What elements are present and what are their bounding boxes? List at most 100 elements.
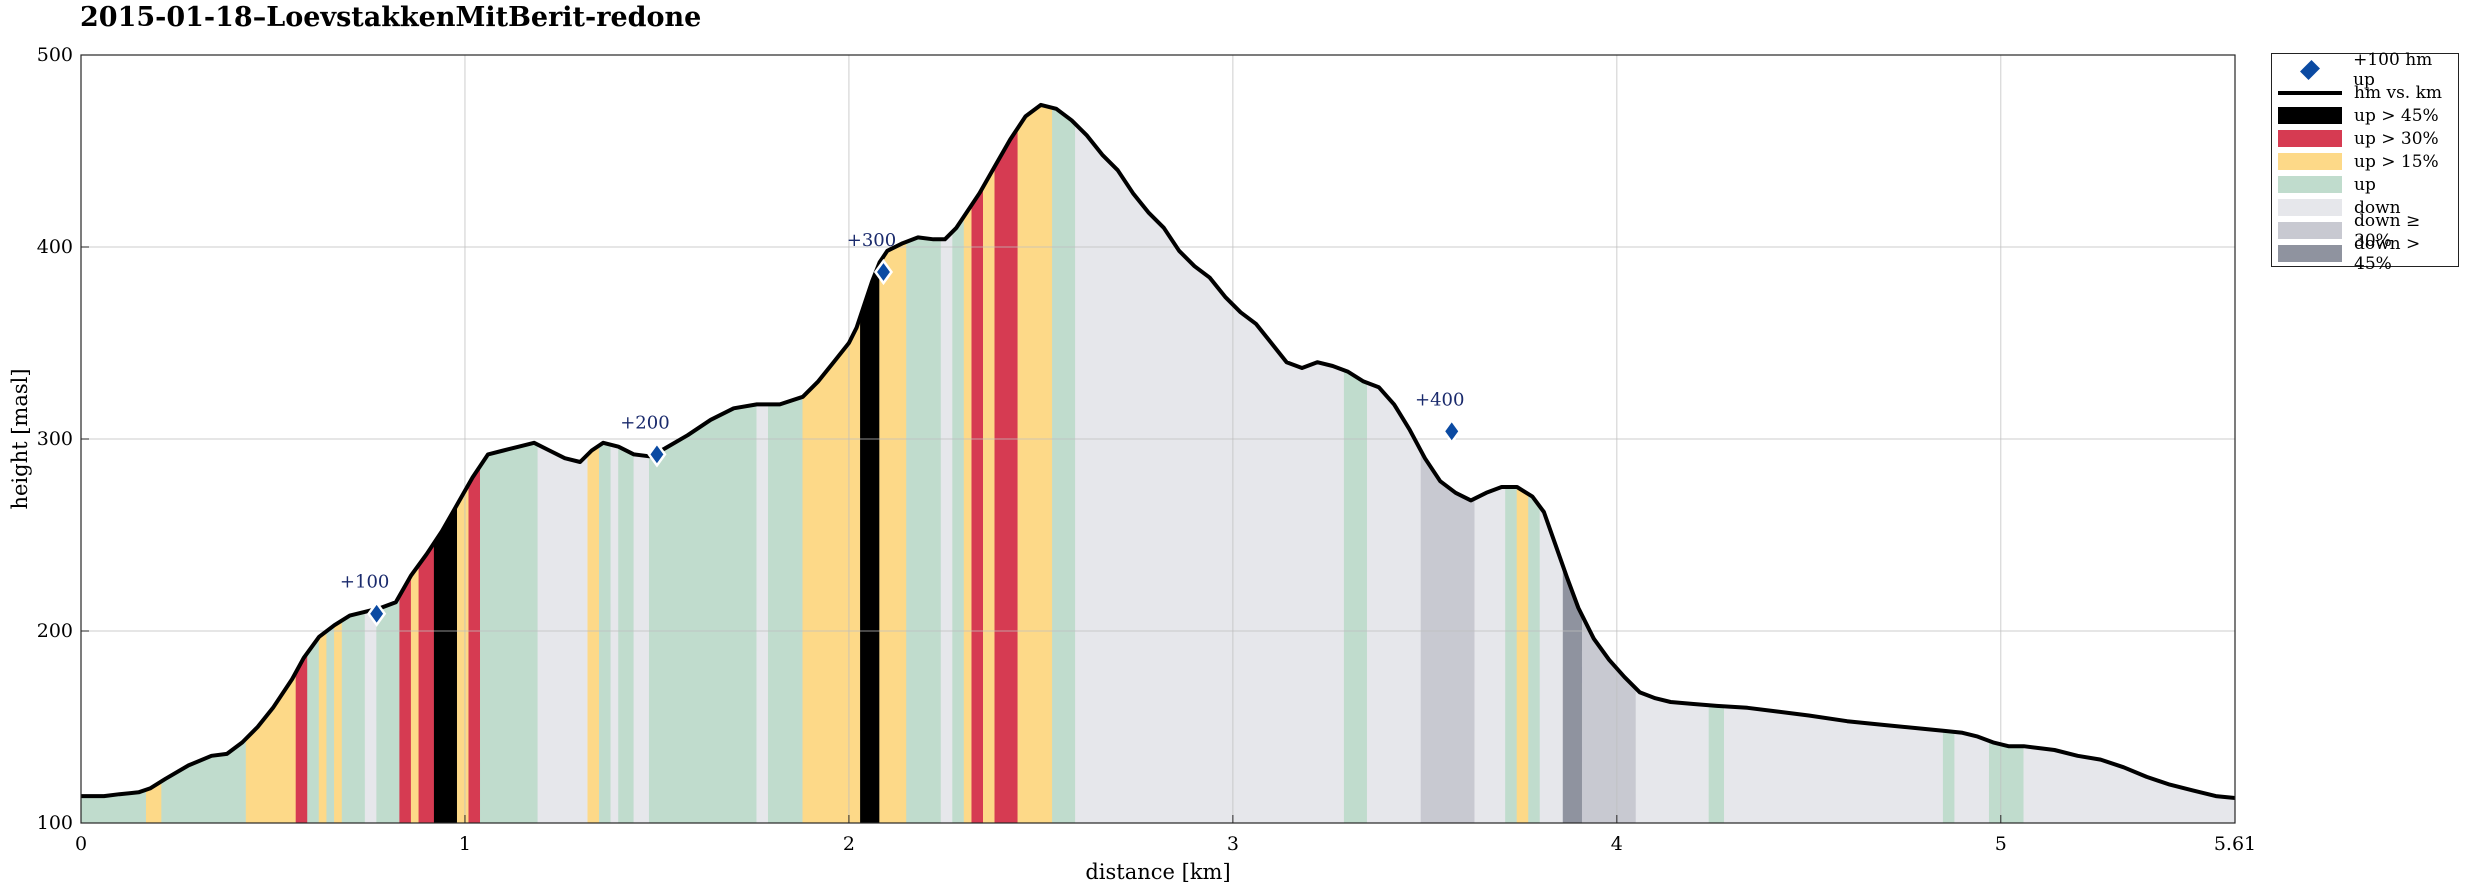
x-tick-label-0: 0 xyxy=(75,833,87,855)
legend-item-6: down xyxy=(2272,196,2458,219)
segment-down-56 xyxy=(1954,731,1990,824)
segment-up-46 xyxy=(1505,486,1518,824)
legend-symbol-4 xyxy=(2278,152,2342,172)
legend-label-8: down > 45% xyxy=(2354,233,2421,274)
segment-steep15-14 xyxy=(410,563,420,824)
segment-steep15-39 xyxy=(1017,104,1053,824)
segment-up-19 xyxy=(479,442,539,824)
x-tick-label-1: 1 xyxy=(459,833,471,855)
segment-down-25 xyxy=(633,454,650,824)
marker-1 xyxy=(647,441,667,468)
segment-steep30-13 xyxy=(399,574,412,824)
chart-title: 2015-01-18–LoevstakkenMitBerit-redone xyxy=(80,2,702,33)
legend-symbol-5 xyxy=(2278,175,2342,195)
segment-up-6 xyxy=(307,635,320,824)
segment-steep15-29 xyxy=(802,316,861,824)
segment-up-28 xyxy=(767,396,804,824)
marker-label-3: +400 xyxy=(1415,389,1464,410)
legend-item-4: up > 15% xyxy=(2272,150,2458,173)
segment-steep15-7 xyxy=(318,630,328,824)
legend-item-3: up > 30% xyxy=(2272,127,2458,150)
segment-up-26 xyxy=(648,404,758,824)
segment-down-33 xyxy=(940,230,953,824)
segment-steep30-38 xyxy=(994,127,1019,824)
y-tick-label-4: 500 xyxy=(37,44,73,66)
legend-symbol-1 xyxy=(2278,83,2342,103)
segment-steep15-21 xyxy=(587,444,600,824)
segment-up-8 xyxy=(326,624,335,824)
segment-steep30-15 xyxy=(418,541,435,824)
segment-up-22 xyxy=(598,442,612,824)
legend-item-2: up > 45% xyxy=(2272,104,2458,127)
segment-steep45-30 xyxy=(860,262,880,824)
legend-label-4: up > 15% xyxy=(2354,151,2439,172)
y-tick-label-1: 200 xyxy=(37,620,73,642)
legend-label-1: hm vs. km xyxy=(2354,82,2443,103)
x-axis-label: distance [km] xyxy=(1085,860,1230,884)
grid-lines xyxy=(81,55,2235,823)
markers: +100 +200 +300 +400 xyxy=(340,230,1464,627)
marker-2 xyxy=(873,258,894,286)
segment-up-48 xyxy=(1528,493,1541,824)
segment-steep30-5 xyxy=(295,651,308,824)
segment-up-0 xyxy=(80,795,105,824)
segment-steep30-36 xyxy=(971,185,984,824)
y-axis-label: height [masl] xyxy=(8,368,32,509)
profile-line xyxy=(81,102,2236,800)
segment-up-53 xyxy=(1708,704,1725,824)
segment-up-12 xyxy=(376,594,401,824)
legend-label-5: up xyxy=(2354,174,2376,195)
x-tick-label-5: 5 xyxy=(1995,833,2007,855)
segment-steep15-17 xyxy=(456,482,470,824)
segment-steep15-35 xyxy=(963,203,973,824)
legend-symbol-2 xyxy=(2278,106,2342,126)
segment-steep15-9 xyxy=(334,619,343,824)
legend: +100 hm up hm vs. km up > 45% up > 30% up > … xyxy=(2271,50,2459,274)
x-ticks: 0 1 2 3 4 5 5.61 xyxy=(75,815,2256,855)
legend-label-7: down ≥ 30% xyxy=(2354,210,2421,251)
legend-item-8: down > 45% xyxy=(2272,234,2458,274)
segment-down-45 xyxy=(1474,486,1506,824)
marker-0 xyxy=(367,600,387,627)
marker-label-2: +300 xyxy=(847,230,896,251)
segment-steep45-16 xyxy=(433,503,458,824)
legend-symbol-7 xyxy=(2278,221,2342,241)
segment-steep15-31 xyxy=(879,241,907,824)
segment-up-40 xyxy=(1052,107,1076,824)
legend-symbol-3 xyxy=(2278,129,2342,149)
segment-up-32 xyxy=(906,237,942,824)
segment-steep15-47 xyxy=(1516,486,1529,824)
segment-up-55 xyxy=(1942,730,1956,824)
legend-symbol-8 xyxy=(2278,244,2342,264)
legend-label-0: +100 hm up xyxy=(2353,49,2433,90)
x-tick-label-6: 5.61 xyxy=(2214,833,2256,855)
x-tick-label-4: 4 xyxy=(1611,833,1623,855)
y-tick-label-0: 100 xyxy=(37,812,73,834)
segment-down-52 xyxy=(1635,687,1710,824)
legend-item-0: +100 hm up xyxy=(2272,50,2458,90)
x-tick-label-2: 2 xyxy=(843,833,855,855)
segment-up-24 xyxy=(618,446,635,824)
legend-label-2: up > 45% xyxy=(2354,105,2439,126)
segment-down-11 xyxy=(364,608,377,824)
x-tick-label-3: 3 xyxy=(1227,833,1239,855)
segment-down30-44 xyxy=(1420,450,1476,824)
y-tick-label-2: 300 xyxy=(37,428,73,450)
segment-up-57 xyxy=(1988,740,2025,824)
marker-label-1: +200 xyxy=(620,412,669,433)
segment-down-23 xyxy=(610,444,619,824)
segment-steep15-37 xyxy=(982,165,996,824)
y-ticks: 100 200 300 400 500 xyxy=(37,44,89,834)
legend-symbol-6 xyxy=(2278,198,2342,218)
legend-item-1: hm vs. km xyxy=(2272,81,2458,104)
segment-down-43 xyxy=(1366,382,1422,824)
segment-up-34 xyxy=(952,215,965,824)
segment-up-10 xyxy=(341,611,366,824)
y-tick-label-3: 400 xyxy=(37,236,73,258)
marker-label-0: +100 xyxy=(340,572,389,593)
segment-steep30-18 xyxy=(468,464,481,824)
segment-down-27 xyxy=(756,404,769,824)
marker-3 xyxy=(1442,418,1462,445)
segment-down-20 xyxy=(537,444,589,824)
